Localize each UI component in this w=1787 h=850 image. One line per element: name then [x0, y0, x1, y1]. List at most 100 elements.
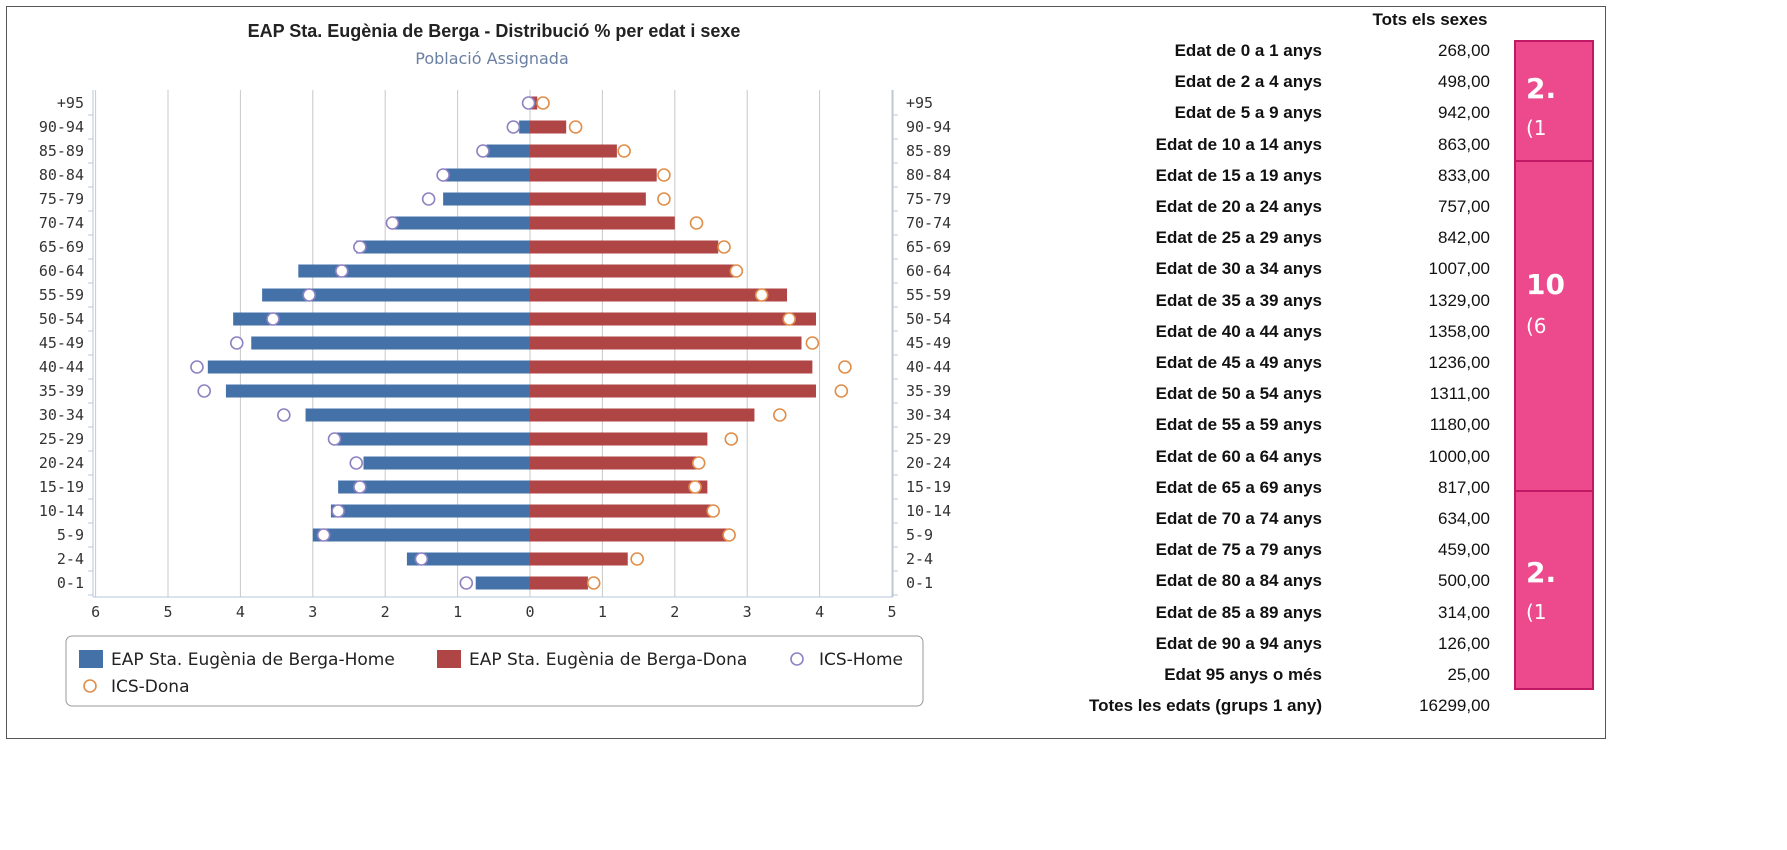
bar-dona — [530, 336, 802, 350]
row-value: 1007,00 — [1428, 259, 1490, 279]
marker-ics-home — [414, 552, 429, 566]
row-value: 817,00 — [1438, 477, 1490, 497]
x-tick-label: 0 — [525, 603, 534, 621]
row-value: 1000,00 — [1428, 446, 1490, 466]
y-tick-label-right: 85-89 — [906, 142, 951, 160]
card-value: 10 — [1526, 268, 1565, 301]
table-row: Edat de 10 a 14 anys 863,00 — [1030, 135, 1500, 166]
marker-ics-home — [190, 360, 204, 374]
y-tick-label-right: 65-69 — [906, 238, 951, 256]
table-header: Tots els sexes — [1372, 10, 1488, 29]
legend-item-eap-dona: EAP Sta. Eugènia de Berga-Dona — [469, 650, 747, 670]
bar-home — [443, 168, 530, 182]
marker-ics-home — [385, 216, 400, 230]
table-row: Totes les edats (grups 1 any) 16299,00 — [1030, 696, 1500, 727]
marker-ics-home — [229, 336, 244, 350]
bar-dona — [530, 480, 708, 494]
bar-home — [225, 384, 531, 398]
marker-ics-home — [506, 120, 521, 134]
y-tick-label-right: 45-49 — [906, 334, 951, 352]
row-label: Edat de 10 a 14 anys — [1155, 134, 1322, 154]
row-value: 498,00 — [1438, 72, 1490, 92]
marker-ics-home — [476, 144, 490, 158]
marker-ics-dona — [630, 552, 644, 566]
marker-ics-dona — [782, 312, 796, 326]
marker-ics-dona — [689, 216, 704, 230]
marker-ics-home — [331, 504, 345, 518]
marker-ics-dona — [834, 384, 849, 398]
table-row: Edat de 65 a 69 anys 817,00 — [1030, 478, 1500, 509]
marker-ics-home — [459, 576, 474, 590]
y-tick-label-right: 55-59 — [906, 286, 951, 304]
bar-home — [475, 576, 530, 590]
bar-dona — [530, 456, 697, 470]
bar-dona — [530, 312, 816, 326]
marker-ics-dona — [691, 456, 706, 470]
row-value: 942,00 — [1438, 103, 1490, 123]
table-row: Edat de 0 a 1 anys 268,00 — [1030, 41, 1500, 72]
bar-dona — [530, 144, 617, 158]
marker-ics-dona — [729, 264, 744, 278]
y-tick-label-left: 70-74 — [39, 214, 84, 232]
table-row: Edat de 80 a 84 anys 500,00 — [1030, 571, 1500, 602]
marker-ics-home — [316, 528, 331, 542]
row-value: 1358,00 — [1428, 321, 1490, 341]
bar-dona — [530, 288, 788, 302]
y-tick-label-left: 25-29 — [39, 430, 84, 448]
row-label: Totes les edats (grups 1 any) — [1088, 696, 1322, 716]
marker-ics-home — [353, 240, 367, 254]
marker-ics-dona — [706, 504, 720, 518]
row-label: Edat de 90 a 94 anys — [1155, 633, 1322, 653]
bar-home — [486, 144, 530, 158]
y-tick-label-left: 20-24 — [39, 454, 84, 472]
marker-ics-dona — [724, 432, 739, 446]
row-label: Edat de 30 a 34 anys — [1155, 259, 1322, 279]
y-tick-label-left: 30-34 — [39, 406, 84, 424]
y-tick-label-right: 80-84 — [906, 166, 951, 184]
marker-ics-home — [277, 408, 291, 422]
bar-dona — [530, 432, 708, 446]
y-tick-label-left: 55-59 — [39, 286, 84, 304]
marker-ics-dona — [754, 288, 769, 302]
table-row: Edat de 60 a 64 anys 1000,00 — [1030, 447, 1500, 478]
bar-home — [298, 264, 530, 278]
table-row: Edat de 5 a 9 anys 942,00 — [1030, 103, 1500, 134]
marker-ics-dona — [717, 240, 731, 254]
card-value: 2. — [1526, 556, 1557, 589]
row-value: 1236,00 — [1428, 353, 1490, 372]
marker-ics-dona — [586, 576, 601, 590]
legend-item-eap-home: EAP Sta. Eugènia de Berga-Home — [111, 650, 395, 670]
x-tick-label: 3 — [743, 603, 752, 621]
table-row: Edat de 15 a 19 anys 833,00 — [1030, 166, 1500, 197]
y-tick-label-right: +95 — [906, 94, 933, 112]
legend-item-ics-home: ICS-Home — [819, 650, 903, 670]
y-tick-label-right: 35-39 — [906, 382, 951, 400]
row-value: 634,00 — [1438, 509, 1490, 528]
marker-ics-home — [421, 192, 436, 206]
bar-home — [356, 240, 530, 254]
y-tick-label-right: 15-19 — [906, 478, 951, 496]
bar-home — [330, 504, 530, 518]
y-tick-label-right: 25-29 — [906, 430, 951, 448]
row-label: Edat de 85 a 89 anys — [1155, 602, 1322, 622]
y-tick-label-right: 5-9 — [906, 526, 933, 544]
bar-dona — [530, 240, 719, 254]
legend: EAP Sta. Eugènia de Berga-Home EAP Sta. … — [65, 635, 924, 707]
y-tick-label-right: 30-34 — [906, 406, 951, 424]
row-value: 500,00 — [1438, 571, 1490, 591]
row-value: 833,00 — [1438, 165, 1490, 185]
row-label: Edat de 25 a 29 anys — [1155, 228, 1322, 248]
bar-dona — [530, 216, 675, 230]
marker-ics-dona — [536, 96, 550, 110]
summary-card-2: 10 (6 — [1514, 160, 1594, 492]
table-row: Edat de 85 a 89 anys 314,00 — [1030, 603, 1500, 634]
y-tick-label-left: 45-49 — [39, 334, 84, 352]
marker-ics-home — [521, 96, 536, 110]
card-subvalue: (1 — [1526, 600, 1547, 624]
bar-dona — [530, 264, 737, 278]
bar-home — [406, 552, 530, 566]
row-value: 842,00 — [1438, 228, 1490, 248]
marker-ics-home — [349, 456, 364, 470]
y-tick-label-right: 60-64 — [906, 262, 951, 280]
marker-ics-dona — [657, 192, 671, 206]
